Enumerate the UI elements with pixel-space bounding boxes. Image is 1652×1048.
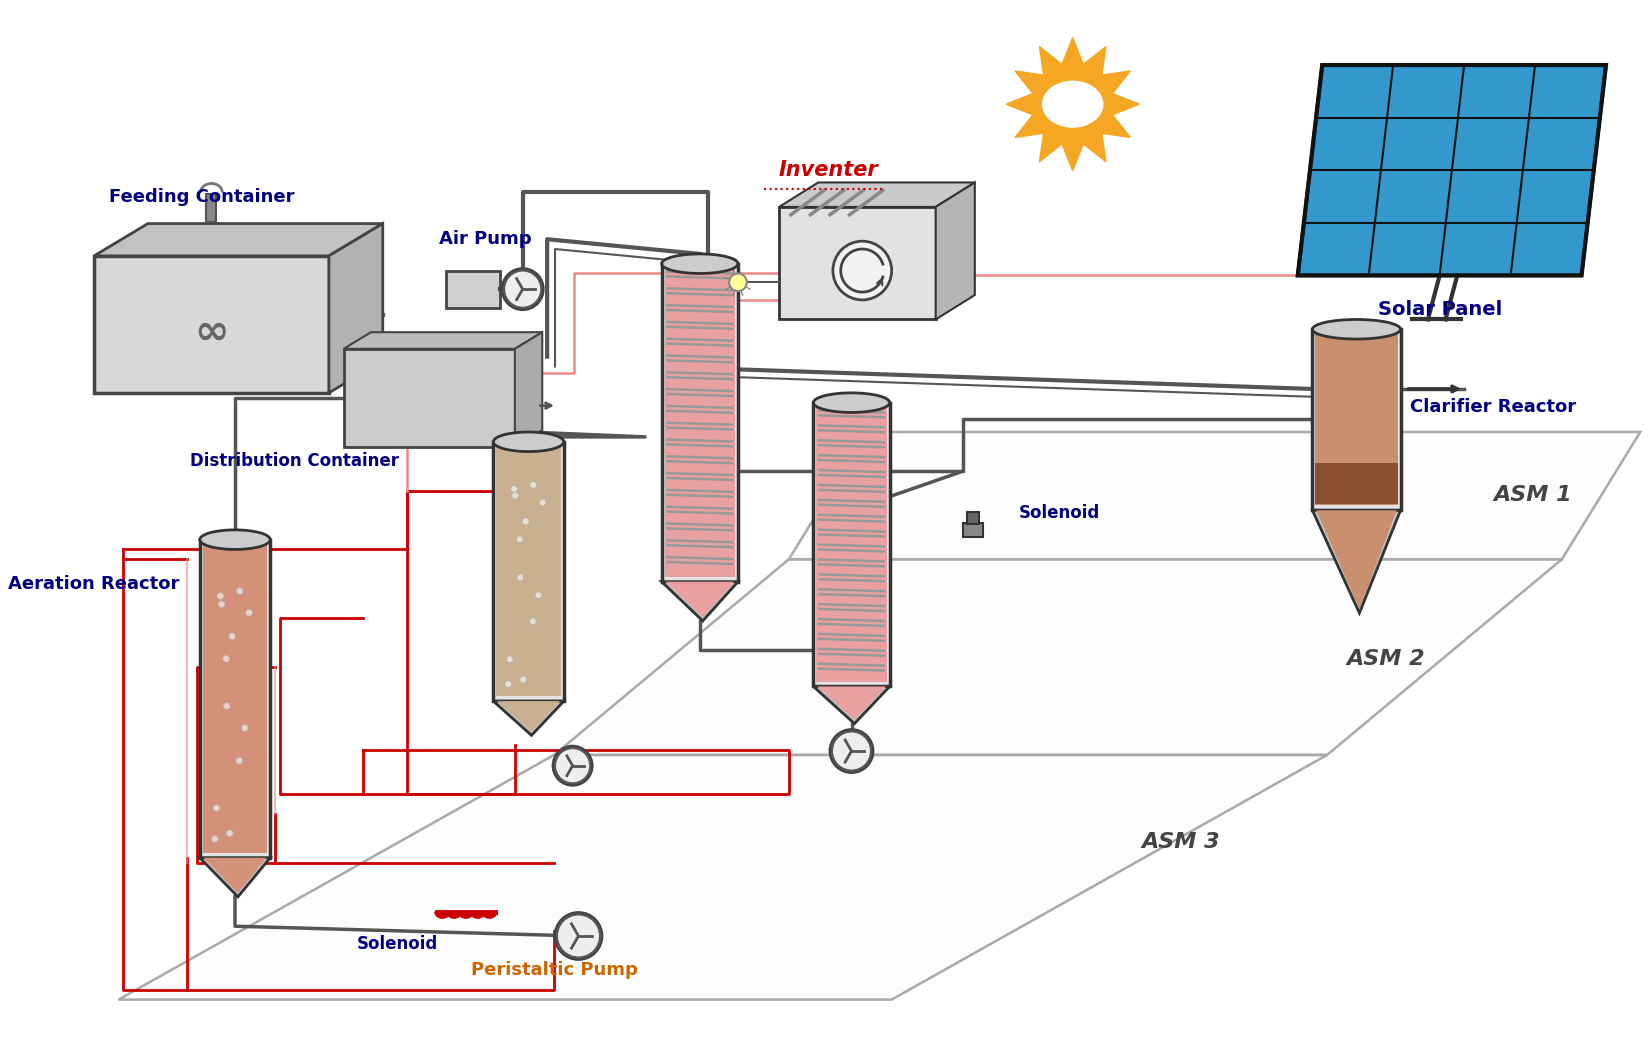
Bar <box>816 408 887 681</box>
Text: ∞: ∞ <box>195 311 230 353</box>
Text: Solenoid: Solenoid <box>1019 504 1100 522</box>
Text: Air Pump: Air Pump <box>439 231 532 248</box>
Circle shape <box>228 633 236 639</box>
Circle shape <box>226 830 233 836</box>
Circle shape <box>241 725 248 732</box>
Circle shape <box>829 729 872 772</box>
Circle shape <box>555 748 590 783</box>
Bar <box>1315 334 1398 505</box>
Circle shape <box>504 270 542 308</box>
Polygon shape <box>203 857 266 893</box>
Polygon shape <box>818 686 885 720</box>
Polygon shape <box>1298 65 1606 276</box>
Circle shape <box>216 592 225 599</box>
Text: ASM 1: ASM 1 <box>1493 484 1573 504</box>
Polygon shape <box>935 182 975 320</box>
Bar <box>94 256 329 393</box>
Bar <box>662 264 738 582</box>
Bar <box>344 349 515 446</box>
Circle shape <box>236 758 243 764</box>
Circle shape <box>833 241 892 300</box>
Circle shape <box>557 915 600 958</box>
Circle shape <box>833 732 871 770</box>
Bar <box>200 540 271 857</box>
Polygon shape <box>119 755 1327 1000</box>
Text: Peristaltic Pump: Peristaltic Pump <box>471 961 638 979</box>
Bar <box>780 206 935 320</box>
Circle shape <box>520 676 527 683</box>
Circle shape <box>555 913 601 960</box>
Polygon shape <box>790 432 1640 560</box>
Ellipse shape <box>1312 320 1401 340</box>
Bar <box>1312 329 1401 510</box>
Bar <box>1315 463 1398 504</box>
Text: Solar Panel: Solar Panel <box>1378 300 1502 319</box>
Circle shape <box>506 681 512 687</box>
Circle shape <box>510 485 517 493</box>
Text: Inventer: Inventer <box>778 159 877 179</box>
Polygon shape <box>329 223 383 393</box>
Circle shape <box>529 618 537 625</box>
Text: Feeding Container: Feeding Container <box>109 188 294 206</box>
Bar <box>205 194 216 221</box>
Polygon shape <box>494 701 563 736</box>
Polygon shape <box>553 560 1563 755</box>
Polygon shape <box>813 686 890 723</box>
Circle shape <box>530 482 537 488</box>
Polygon shape <box>1312 510 1401 613</box>
Circle shape <box>512 493 519 499</box>
Text: Distribution Container: Distribution Container <box>190 453 400 471</box>
Ellipse shape <box>494 432 563 452</box>
Bar <box>496 446 562 696</box>
Circle shape <box>213 805 220 811</box>
Circle shape <box>218 601 225 608</box>
Polygon shape <box>497 701 560 732</box>
Polygon shape <box>515 332 542 446</box>
Bar <box>963 523 983 537</box>
Polygon shape <box>662 582 738 620</box>
Bar <box>203 545 268 853</box>
Circle shape <box>223 702 230 709</box>
Circle shape <box>246 609 253 616</box>
Polygon shape <box>200 857 271 897</box>
Ellipse shape <box>662 254 738 274</box>
Polygon shape <box>780 182 975 206</box>
Circle shape <box>517 536 524 543</box>
Ellipse shape <box>200 530 271 549</box>
Bar <box>966 512 978 524</box>
Text: Solenoid: Solenoid <box>357 935 438 953</box>
Circle shape <box>211 835 218 843</box>
Circle shape <box>729 274 747 291</box>
Ellipse shape <box>813 393 890 413</box>
Polygon shape <box>344 332 542 349</box>
Bar <box>494 442 563 701</box>
Bar <box>664 268 735 576</box>
Polygon shape <box>94 223 383 256</box>
Polygon shape <box>666 582 733 617</box>
Circle shape <box>522 518 529 525</box>
Circle shape <box>223 655 230 662</box>
Text: Aeration Reactor: Aeration Reactor <box>8 574 180 592</box>
Circle shape <box>236 588 243 594</box>
Text: ASM 3: ASM 3 <box>1142 832 1219 852</box>
Circle shape <box>517 574 524 581</box>
Circle shape <box>507 656 514 662</box>
Circle shape <box>535 592 542 598</box>
Circle shape <box>553 746 591 785</box>
Polygon shape <box>1317 510 1396 609</box>
Circle shape <box>539 499 547 506</box>
Bar <box>446 270 501 308</box>
Bar <box>813 402 890 686</box>
Text: Clarifier Reactor: Clarifier Reactor <box>1411 398 1576 416</box>
Circle shape <box>502 268 544 310</box>
Polygon shape <box>1006 38 1140 171</box>
Text: ASM 2: ASM 2 <box>1346 649 1426 669</box>
Ellipse shape <box>1039 79 1105 130</box>
